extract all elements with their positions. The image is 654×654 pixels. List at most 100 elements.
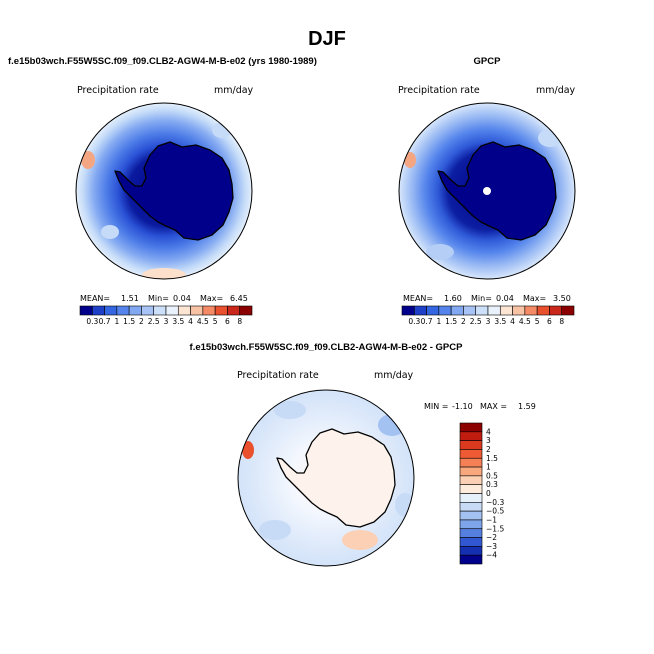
model-colorbar-swatch [239,305,253,316]
panel-model-colorbar: 0.3 0.7 1 1.5 2 2.5 3 3.5 4 4.5 5 6 8 [79,305,253,326]
model-colorbar-swatch [79,305,93,316]
gpcp-colorbar-swatch [536,305,550,316]
model-colorbar-tick-label: 4.5 [197,317,209,326]
gpcp-max-value: 3.50 [553,294,571,303]
model-min-label: Min= [148,294,169,303]
gpcp-colorbar-tick-label: 6 [547,317,552,326]
model-colorbar-swatch [202,305,216,316]
diff-positive-anomaly-west [242,441,254,459]
gpcp-antarctica-coastline [437,141,557,241]
diff-min-label: MIN = [424,402,449,411]
diff-colorbar-tick-label: −1.5 [486,524,504,533]
diff-max-label: MAX = [480,402,507,411]
model-colorbar-tick-label: 0.7 [99,317,111,326]
model-colorbar-tick-label: 3.5 [172,317,184,326]
gpcp-colorbar-tick-label: 0.3 [408,317,420,326]
gpcp-colorbar-swatch [426,305,440,316]
diff-colorbar-swatch [459,537,483,547]
diff-colorbar-tick-label: 0.5 [486,471,498,480]
gpcp-colorbar-tick-label: 0.7 [421,317,433,326]
gpcp-colorbar-tick-label: 4 [510,317,515,326]
model-colorbar-tick-label: 2 [139,317,144,326]
model-colorbar-swatch [153,305,167,316]
diff-colorbar-tick-label: 1.5 [486,454,498,463]
model-colorbar-tick-label: 1 [114,317,119,326]
model-colorbar-tick-label: 6 [225,317,230,326]
diff-colorbar-tick-label: 3 [486,436,491,445]
gpcp-mean-value: 1.60 [444,294,462,303]
diff-colorbar-tick-label: −0.5 [486,507,504,516]
model-mean-value: 1.51 [121,294,139,303]
panel-model-variable-label: Precipitation rate [77,85,159,96]
gpcp-colorbar-swatch [524,305,538,316]
diff-colorbar-tick-label: 2 [486,445,491,454]
panel-model-map [75,102,253,280]
diff-colorbar-tick-label: 0 [486,489,491,498]
gpcp-colorbar-swatch [487,305,501,316]
panel-model-stats: MEAN= 1.51 Min= 0.04 Max= 6.45 [80,294,248,303]
gpcp-colorbar-tick-label: 8 [559,317,564,326]
diff-colorbar-tick-label: −3 [486,542,497,551]
model-colorbar-tick-label: 4 [188,317,193,326]
diff-colorbar-tick-label: −1 [486,515,497,524]
diff-colorbar-swatch [459,493,483,503]
model-colorbar-swatch [214,305,228,316]
gpcp-min-value: 0.04 [496,294,514,303]
model-min-value: 0.04 [173,294,191,303]
diff-colorbar-tick-label: 4 [486,427,491,436]
diff-colorbar-swatch [459,528,483,538]
model-antarctica-coastline [114,141,234,241]
gpcp-warm-anomaly-west [404,152,416,168]
model-colorbar-swatch [177,305,191,316]
model-colorbar-swatch [128,305,142,316]
diff-colorbar-swatch [459,519,483,530]
gpcp-colorbar-swatch [512,305,526,316]
model-colorbar-tick-label: 3 [164,317,169,326]
gpcp-colorbar-tick-label: 2 [461,317,466,326]
gpcp-min-label: Min= [471,294,492,303]
model-colorbar-swatch [91,305,105,316]
diff-min-value: -1.10 [452,402,473,411]
diff-colorbar-swatch [459,546,483,556]
panel-gpcp-stats: MEAN= 1.60 Min= 0.04 Max= 3.50 [403,294,571,303]
diff-colorbar-tick-label: −4 [486,551,497,560]
diff-colorbar-swatch [459,466,483,477]
model-mean-label: MEAN= [80,294,110,303]
panel-model-units: mm/day [214,85,254,96]
model-colorbar-swatch [116,305,130,316]
model-colorbar-tick-label: 1.5 [123,317,135,326]
panel-diff-units: mm/day [374,370,414,381]
diff-colorbar-swatch [459,431,483,441]
gpcp-colorbar-swatch [413,305,427,316]
diff-colorbar-tick-label: 0.3 [486,480,498,489]
panel-diff-title: f.e15b03wch.F55W5SC.f09_f09.CLB2-AGW4-M-… [190,342,464,353]
gpcp-colorbar-tick-label: 1.5 [445,317,457,326]
model-colorbar-swatch [190,305,204,316]
diff-colorbar-swatch [459,502,483,512]
panel-gpcp-colorbar: 0.3 0.7 1 1.5 2 2.5 3 3.5 4 4.5 5 6 8 [401,305,575,326]
gpcp-colorbar-swatch [475,305,489,316]
panel-diff-variable-label: Precipitation rate [237,370,319,381]
diff-colorbar-swatch [459,554,483,565]
panel-diff-map [237,389,415,567]
gpcp-colorbar-swatch [401,305,415,316]
panel-model-title: f.e15b03wch.F55W5SC.f09_f09.CLB2-AGW4-M-… [8,56,317,67]
gpcp-pole-missing-data-marker [483,187,491,195]
gpcp-colorbar-swatch [450,305,464,316]
gpcp-colorbar-swatch [549,305,563,316]
gpcp-colorbar-swatch [561,305,575,316]
diff-colorbar-swatch [459,475,483,485]
gpcp-max-label: Max= [523,294,546,303]
model-colorbar-swatch [227,305,241,316]
diff-colorbar-swatch [459,449,483,459]
diff-colorbar-swatch [459,422,483,433]
gpcp-colorbar-swatch [438,305,452,316]
panel-gpcp-map [398,102,576,280]
diff-colorbar-swatch [459,484,483,494]
panel-diff-stats: MIN = -1.10 MAX = 1.59 [424,402,536,411]
gpcp-colorbar-tick-label: 5 [535,317,540,326]
model-max-label: Max= [200,294,223,303]
model-colorbar-tick-label: 8 [237,317,242,326]
gpcp-colorbar-swatch [499,305,513,316]
